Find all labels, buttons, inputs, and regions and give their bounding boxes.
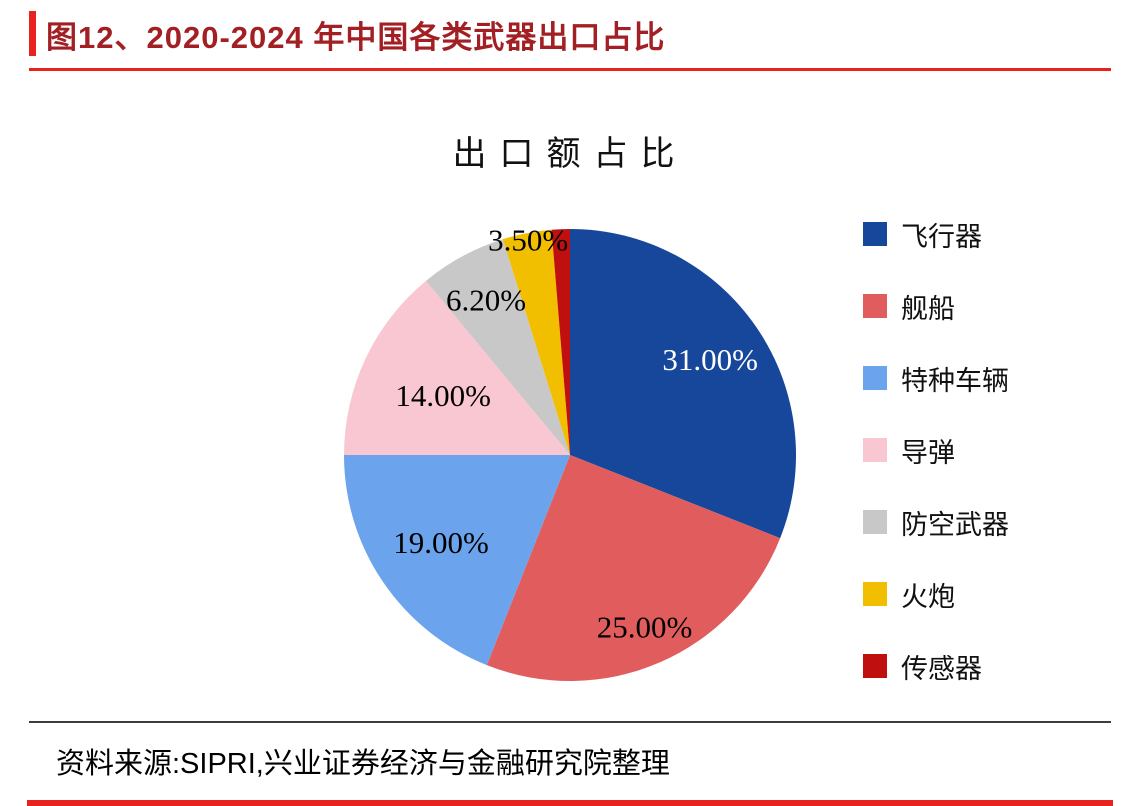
bottom-accent-rule (27, 800, 1113, 806)
legend-swatch-icon (863, 366, 887, 390)
pie-slice-1 (486, 455, 781, 682)
legend-item-3: 导弹 (863, 436, 1009, 468)
source-note: 资料来源:SIPRI,兴业证券经济与金融研究院整理 (56, 748, 670, 780)
figure-title: 图12、2020-2024 年中国各类武器出口占比 (46, 20, 666, 55)
chart-title: 出口额占比 (452, 136, 688, 173)
pie-chart: 31.00% 25.00% 19.00% 14.00% 6.20% 3.50% (344, 222, 797, 682)
pie-slice-2 (344, 455, 570, 666)
pie-slice-label-2: 19.00% (393, 525, 489, 560)
footer-divider (29, 721, 1111, 723)
header-accent-tick (29, 11, 36, 56)
legend-label: 防空武器 (901, 509, 1009, 540)
pie-slice-4 (425, 239, 570, 455)
pie-slice-3 (344, 280, 570, 455)
pie-slice-label-4: 6.20% (446, 283, 526, 318)
pie-slice-0 (570, 229, 797, 539)
legend-item-6: 传感器 (863, 652, 1009, 684)
legend-swatch-icon (863, 294, 887, 318)
legend-item-0: 飞行器 (863, 220, 1009, 252)
pie-slice-label-1: 25.00% (597, 610, 693, 645)
legend-item-2: 特种车辆 (863, 364, 1009, 396)
legend-swatch-icon (863, 222, 887, 246)
legend-item-5: 火炮 (863, 580, 1009, 612)
legend-swatch-icon (863, 438, 887, 462)
pie-slice-5 (502, 229, 570, 455)
legend-label: 火炮 (901, 581, 955, 612)
header-divider (29, 68, 1111, 71)
legend-label: 飞行器 (901, 221, 982, 252)
pie-slice-6 (551, 229, 570, 455)
legend-swatch-icon (863, 582, 887, 606)
legend-swatch-icon (863, 654, 887, 678)
legend-swatch-icon (863, 510, 887, 534)
pie-slice-label-5: 3.50% (488, 222, 568, 257)
legend-item-4: 防空武器 (863, 508, 1009, 540)
pie-slice-label-0: 31.00% (662, 342, 758, 377)
legend-label: 舰船 (901, 293, 955, 324)
legend-label: 特种车辆 (901, 365, 1009, 396)
chart-legend: 飞行器舰船特种车辆导弹防空武器火炮传感器 (863, 220, 1009, 684)
pie-slice-label-3: 14.00% (395, 378, 491, 413)
legend-label: 导弹 (901, 437, 955, 468)
legend-label: 传感器 (901, 653, 982, 684)
legend-item-1: 舰船 (863, 292, 1009, 324)
